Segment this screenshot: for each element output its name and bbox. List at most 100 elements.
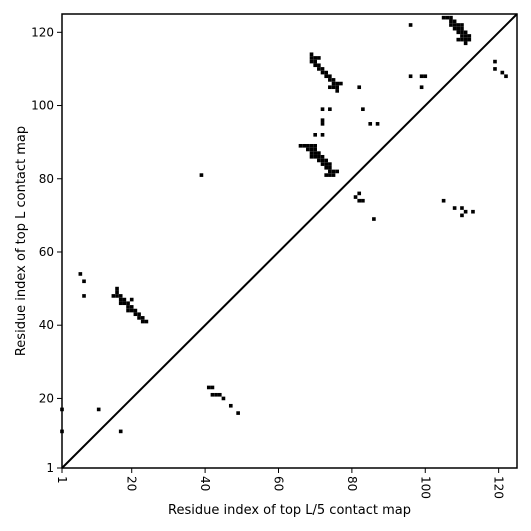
contact-cell-upper xyxy=(328,85,332,90)
contact-cell-upper xyxy=(504,74,508,79)
contact-cell-upper xyxy=(306,147,310,152)
contact-cell-upper xyxy=(328,107,332,112)
contact-cell-upper xyxy=(320,122,325,126)
contact-cell-upper xyxy=(463,30,468,35)
contact-cell-upper xyxy=(118,294,123,298)
contact-cell-upper xyxy=(140,319,145,324)
contact-cell-upper xyxy=(137,312,141,317)
contact-cell-lower xyxy=(217,392,222,397)
contact-cell-upper xyxy=(460,26,464,31)
contact-cell-upper xyxy=(324,158,329,163)
contact-cell-lower xyxy=(236,411,240,415)
contact-cell-upper xyxy=(320,133,325,137)
contact-cell-upper xyxy=(126,308,130,313)
contact-cell-upper xyxy=(313,133,318,137)
contact-cell-upper xyxy=(309,52,314,57)
x-tick-label: 80 xyxy=(345,476,359,491)
contact-cell-upper xyxy=(449,23,453,27)
y-tick-label: 20 xyxy=(39,391,54,405)
contact-cell-upper xyxy=(309,56,314,60)
contact-cell-upper xyxy=(463,209,468,214)
contact-cell-upper xyxy=(309,147,314,152)
contact-cell-upper xyxy=(357,198,362,203)
contact-cell-upper xyxy=(331,81,336,86)
contact-cell-upper xyxy=(133,308,138,313)
contact-cell-upper xyxy=(313,147,318,152)
diagonal-line xyxy=(61,13,518,469)
contact-cell-upper xyxy=(449,15,453,20)
contact-cell-upper xyxy=(335,81,340,86)
contact-cell-upper xyxy=(313,154,318,159)
contact-cell-upper xyxy=(115,294,119,298)
contact-cell-upper xyxy=(408,74,413,79)
contact-cell-upper xyxy=(357,85,362,90)
contact-cell-upper xyxy=(460,206,464,210)
contact-cell-upper xyxy=(408,23,413,27)
contact-cell-upper xyxy=(331,169,336,174)
y-tick-label: 1 xyxy=(46,461,54,475)
contact-cell-upper xyxy=(144,319,149,324)
contact-cell-lower xyxy=(210,385,215,390)
contact-cell-upper xyxy=(126,305,130,309)
contact-cell-upper xyxy=(328,173,332,177)
contact-cell-upper xyxy=(423,74,428,79)
contact-cell-upper xyxy=(317,56,321,60)
contact-cell-upper xyxy=(361,198,365,203)
contact-cell-upper xyxy=(309,59,314,64)
contact-cell-lower xyxy=(214,392,218,397)
contact-cell-upper xyxy=(419,85,424,90)
contact-cell-upper xyxy=(115,286,119,291)
contact-cell-lower xyxy=(228,403,233,408)
contact-cell-upper xyxy=(463,34,468,38)
contact-cell-upper xyxy=(122,297,127,302)
contact-cell-upper xyxy=(467,34,472,38)
contact-cell-upper xyxy=(419,74,424,79)
contact-cell-upper xyxy=(328,162,332,166)
contact-cell-upper xyxy=(140,316,145,320)
y-tick-label: 120 xyxy=(31,25,54,39)
contact-cell-upper xyxy=(309,143,314,148)
contact-cell-upper xyxy=(463,37,468,42)
contact-cell-upper xyxy=(324,70,329,75)
contact-cell-upper xyxy=(328,78,332,82)
contact-cell-upper xyxy=(313,151,318,155)
contact-cell-lower xyxy=(210,392,215,397)
x-tick-label: 1 xyxy=(55,476,69,484)
contact-cell-upper xyxy=(129,297,134,302)
y-tick-label: 60 xyxy=(39,245,54,259)
contact-cell-upper xyxy=(493,59,497,64)
contact-cell-upper xyxy=(82,294,86,298)
contact-cell-upper xyxy=(133,312,138,317)
contact-cell-upper xyxy=(129,305,134,309)
contact-cell-upper xyxy=(309,154,314,159)
contact-cell-upper xyxy=(460,34,464,38)
contact-cell-upper xyxy=(331,78,336,82)
contact-cell-upper xyxy=(460,37,464,42)
contact-cell-upper xyxy=(456,23,461,27)
x-tick-label: 100 xyxy=(418,476,432,499)
contact-cell-upper xyxy=(320,158,325,163)
contact-cell-upper xyxy=(111,294,116,298)
y-tick-label: 80 xyxy=(39,172,54,186)
contact-cell-upper xyxy=(456,37,461,42)
contact-cell-upper xyxy=(320,154,325,159)
contact-cell-upper xyxy=(460,23,464,27)
contact-cell-upper xyxy=(324,162,329,166)
contact-cell-upper xyxy=(118,301,123,306)
contact-cell-upper xyxy=(463,41,468,46)
plot-frame xyxy=(61,13,518,469)
contact-cell-upper xyxy=(122,301,127,306)
contact-cell-lower xyxy=(221,396,226,401)
contact-cell-upper xyxy=(129,308,134,313)
contact-cell-upper xyxy=(335,169,340,174)
contact-cell-upper xyxy=(126,301,130,306)
contact-cell-upper xyxy=(353,195,358,199)
contact-cell-upper xyxy=(467,37,472,42)
contact-cell-upper xyxy=(441,198,446,203)
contact-cell-upper xyxy=(324,165,329,170)
contact-cell-upper xyxy=(452,19,457,24)
contact-cell-upper xyxy=(317,151,321,155)
contact-cell-upper xyxy=(456,26,461,31)
